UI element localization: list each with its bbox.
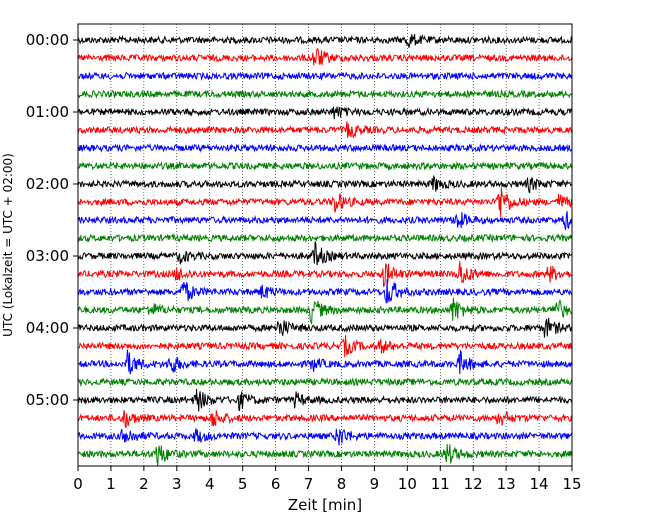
trace-0315 bbox=[77, 261, 573, 288]
trace-0130 bbox=[77, 142, 573, 153]
y-axis-label: UTC (Lokalzeit = UTC + 02:00) bbox=[1, 153, 15, 337]
x-tick-label: 15 bbox=[562, 475, 581, 493]
x-tick-label: 10 bbox=[398, 475, 417, 493]
trace-0430 bbox=[77, 349, 573, 375]
trace-0200 bbox=[77, 174, 573, 194]
x-tick-label: 14 bbox=[530, 475, 549, 493]
y-axis-ticks: 00:00 01:00 02:00 03:00 04:00 05:00 bbox=[26, 31, 78, 409]
x-tick-label: 1 bbox=[106, 475, 116, 493]
x-tick-label: 12 bbox=[464, 475, 483, 493]
x-tick-label: 3 bbox=[172, 475, 182, 493]
plot-background bbox=[78, 24, 572, 466]
x-tick-label: 6 bbox=[271, 475, 281, 493]
trace-0000 bbox=[77, 34, 573, 48]
y-tick-label: 02:00 bbox=[26, 175, 69, 193]
x-tick-label: 0 bbox=[73, 475, 83, 493]
x-axis-ticks: 0 1 2 3 4 5 6 7 8 9 10 11 12 13 14 15 bbox=[73, 466, 582, 493]
trace-0100 bbox=[77, 106, 573, 120]
trace-0030 bbox=[77, 71, 573, 81]
trace-0445 bbox=[77, 377, 573, 387]
x-tick-label: 7 bbox=[304, 475, 314, 493]
x-axis-label: Zeit [min] bbox=[288, 496, 362, 514]
y-tick-label: 00:00 bbox=[26, 31, 69, 49]
trace-0345 bbox=[78, 297, 573, 325]
x-tick-label: 4 bbox=[205, 475, 215, 493]
trace-0115 bbox=[77, 121, 573, 139]
trace-0415 bbox=[77, 335, 573, 358]
trace-0530 bbox=[77, 428, 573, 446]
x-tick-label: 13 bbox=[497, 475, 516, 493]
trace-0245 bbox=[77, 232, 573, 244]
seismogram-traces bbox=[77, 34, 573, 466]
x-tick-label: 11 bbox=[431, 475, 450, 493]
plot-frame bbox=[77, 23, 573, 467]
x-tick-label: 8 bbox=[337, 475, 347, 493]
x-tick-label: 5 bbox=[238, 475, 248, 493]
y-tick-label: 05:00 bbox=[26, 391, 69, 409]
y-tick-label: 03:00 bbox=[26, 247, 69, 265]
y-tick-label: 04:00 bbox=[26, 319, 69, 337]
trace-0145 bbox=[77, 160, 573, 172]
trace-0500 bbox=[77, 388, 573, 412]
trace-0045 bbox=[77, 88, 573, 100]
trace-0515 bbox=[77, 410, 573, 429]
trace-0300 bbox=[77, 241, 573, 266]
trace-0400 bbox=[77, 317, 573, 338]
x-tick-label: 9 bbox=[370, 475, 380, 493]
trace-0215 bbox=[77, 187, 573, 218]
trace-0015 bbox=[77, 48, 573, 66]
x-tick-label: 2 bbox=[139, 475, 149, 493]
trace-0230 bbox=[77, 211, 573, 231]
y-tick-label: 01:00 bbox=[26, 103, 69, 121]
trace-0545 bbox=[77, 444, 573, 466]
trace-0330 bbox=[77, 279, 573, 304]
